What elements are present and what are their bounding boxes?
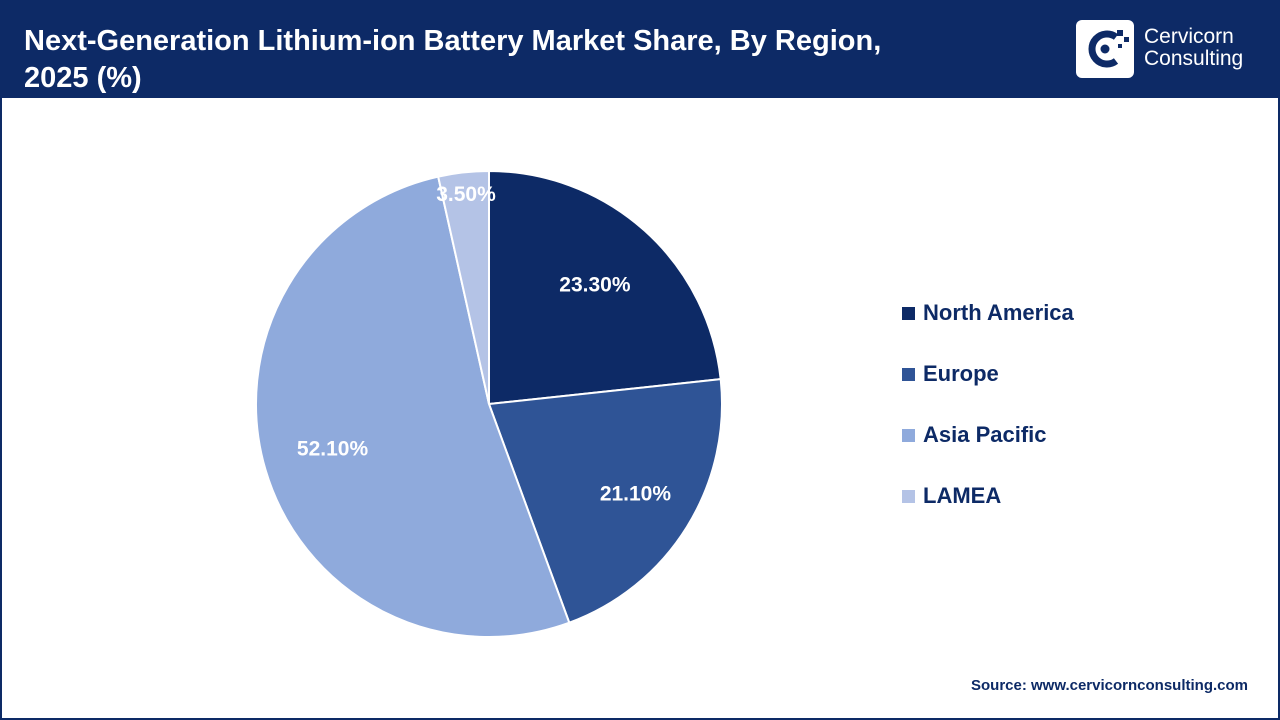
data-label-lamea: 3.50% <box>436 183 496 206</box>
brand-name: Cervicorn Consulting <box>1144 26 1243 70</box>
chart-title: Next-Generation Lithium-ion Battery Mark… <box>24 23 1024 97</box>
legend-item-north-america: North America <box>902 296 1074 330</box>
chart-title-line-2: 2025 (%) <box>24 62 142 94</box>
chart-legend: North America Europe Asia Pacific LAMEA <box>902 296 1074 540</box>
legend-label: North America <box>923 300 1074 325</box>
brand-name-line-1: Cervicorn <box>1144 25 1234 48</box>
legend-label: LAMEA <box>923 483 1002 508</box>
legend-swatch <box>902 367 915 381</box>
header-banner: Next-Generation Lithium-ion Battery Mark… <box>0 0 1280 98</box>
legend-swatch <box>902 489 915 503</box>
legend-swatch <box>902 428 915 442</box>
pie-slice-lamea <box>436 169 490 405</box>
pie-slice-labels: 23.30% 21.10% 52.10% 3.50% <box>297 183 671 505</box>
pie-slices <box>255 169 723 638</box>
legend-item-europe: Europe <box>902 357 1074 391</box>
chart-title-line-1: Next-Generation Lithium-ion Battery Mark… <box>24 25 882 57</box>
pie-slice-asia-pacific <box>255 175 571 638</box>
legend-swatch <box>902 306 915 320</box>
data-label-asia-pacific: 52.10% <box>297 438 369 461</box>
pie-chart: 23.30% 21.10% 52.10% 3.50% <box>255 169 723 638</box>
cervicorn-logo-icon <box>1076 20 1134 78</box>
legend-item-asia-pacific: Asia Pacific <box>902 418 1074 452</box>
legend-label: Europe <box>923 361 999 386</box>
data-label-europe: 21.10% <box>600 483 672 506</box>
legend-item-lamea: LAMEA <box>902 479 1074 513</box>
data-label-north-america: 23.30% <box>559 274 631 297</box>
source-note: Source: www.cervicornconsulting.com <box>970 677 1248 694</box>
legend-label: Asia Pacific <box>923 422 1047 447</box>
pie-slice-north-america <box>488 169 722 406</box>
brand-name-line-2: Consulting <box>1144 47 1244 70</box>
brand-logo: Cervicorn Consulting <box>1076 20 1262 78</box>
